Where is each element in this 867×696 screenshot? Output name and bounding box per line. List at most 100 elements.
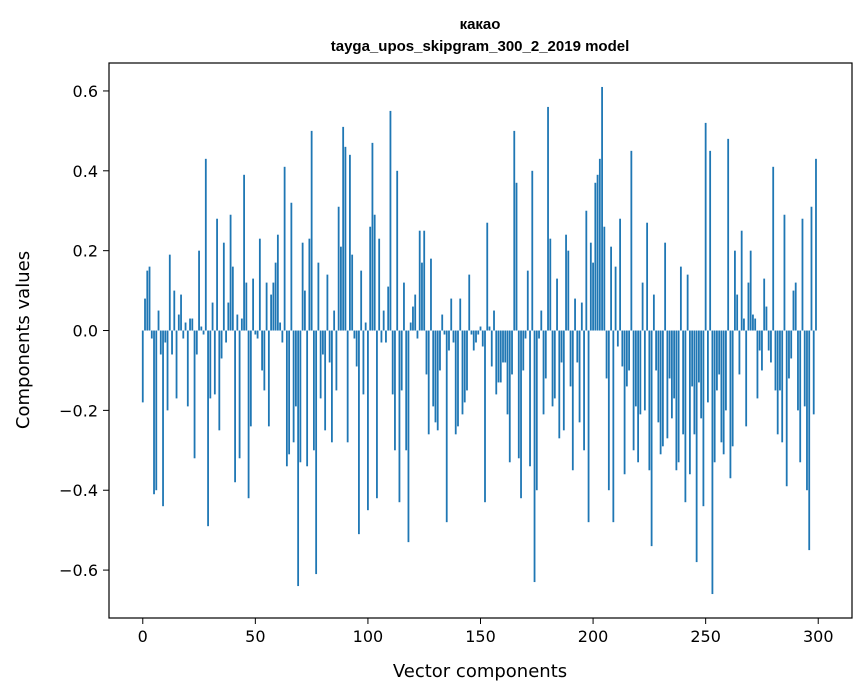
bar xyxy=(643,330,646,411)
bar xyxy=(236,314,239,331)
bar xyxy=(283,166,286,331)
bar xyxy=(409,322,412,331)
bar xyxy=(499,330,502,383)
bar xyxy=(162,330,164,507)
bar xyxy=(693,330,696,435)
bar xyxy=(475,330,477,343)
bar xyxy=(353,330,356,339)
bar xyxy=(673,330,676,399)
x-tick-label: 100 xyxy=(353,627,384,646)
bar xyxy=(637,330,640,463)
bar xyxy=(306,330,309,467)
bar xyxy=(688,330,691,475)
bar xyxy=(204,158,207,331)
bar xyxy=(531,170,534,331)
bar xyxy=(461,330,464,415)
bar xyxy=(538,330,540,339)
bar xyxy=(790,330,793,359)
bar xyxy=(652,294,655,331)
bar xyxy=(378,238,381,331)
bar xyxy=(321,330,324,355)
bar xyxy=(670,330,673,419)
bar xyxy=(542,330,545,415)
bar xyxy=(310,130,313,331)
plot-frame xyxy=(108,62,853,619)
bar xyxy=(556,278,558,331)
bar xyxy=(806,330,808,491)
bar xyxy=(430,258,432,331)
bar xyxy=(529,330,531,467)
bar xyxy=(459,298,462,331)
bar xyxy=(231,266,234,331)
x-tick-label: 300 xyxy=(803,627,834,646)
bar xyxy=(360,270,363,331)
bar xyxy=(612,330,615,523)
bar xyxy=(506,330,509,415)
bar xyxy=(308,238,311,331)
bar xyxy=(666,330,669,439)
x-axis-ticks: 0 50 100 150 200 250 300 xyxy=(138,618,834,646)
bar xyxy=(234,330,236,483)
bar xyxy=(452,330,455,343)
bar xyxy=(551,330,554,407)
x-tick-label: 250 xyxy=(690,627,721,646)
bar xyxy=(148,266,151,331)
bar xyxy=(290,202,293,331)
bar xyxy=(727,138,730,331)
bar xyxy=(243,174,245,331)
bar xyxy=(445,330,448,523)
bar xyxy=(639,330,642,415)
bar xyxy=(502,330,504,363)
bar xyxy=(220,330,223,359)
bar xyxy=(756,330,759,399)
bar xyxy=(587,330,590,523)
bar xyxy=(767,330,770,351)
bar xyxy=(562,330,565,431)
bar xyxy=(292,330,295,443)
bar xyxy=(211,302,214,331)
bar xyxy=(180,294,182,331)
bar xyxy=(628,330,630,371)
bar xyxy=(209,330,212,399)
bar xyxy=(315,330,318,575)
bar xyxy=(159,330,162,355)
bar xyxy=(297,330,300,587)
bar xyxy=(466,330,468,391)
bar xyxy=(594,182,597,331)
bar xyxy=(720,330,723,443)
bar xyxy=(175,330,178,399)
bar xyxy=(684,330,687,503)
bar xyxy=(436,330,439,431)
bar xyxy=(675,330,678,471)
bar xyxy=(749,250,752,331)
bar xyxy=(342,126,345,331)
bar xyxy=(394,330,396,451)
bar xyxy=(238,330,241,459)
y-tick-label: −0.6 xyxy=(59,561,98,580)
bar xyxy=(495,330,498,395)
bar xyxy=(815,158,817,331)
bar xyxy=(272,282,275,331)
bar xyxy=(294,330,297,407)
bar xyxy=(263,330,266,391)
bar xyxy=(716,330,718,391)
bar xyxy=(634,330,637,407)
bar xyxy=(256,330,259,339)
bar xyxy=(144,298,146,331)
bar xyxy=(533,330,536,583)
bar xyxy=(173,290,176,331)
bar xyxy=(279,322,282,331)
bar xyxy=(434,330,437,423)
bar xyxy=(544,330,547,379)
bar xyxy=(168,254,171,331)
bar xyxy=(317,262,320,331)
x-tick-label: 150 xyxy=(465,627,496,646)
bar xyxy=(463,330,466,403)
bar xyxy=(369,226,372,331)
bar xyxy=(389,110,392,331)
bar xyxy=(412,306,414,331)
bar xyxy=(153,330,155,495)
bar xyxy=(371,142,374,331)
bar xyxy=(783,214,786,331)
bar xyxy=(700,330,703,419)
